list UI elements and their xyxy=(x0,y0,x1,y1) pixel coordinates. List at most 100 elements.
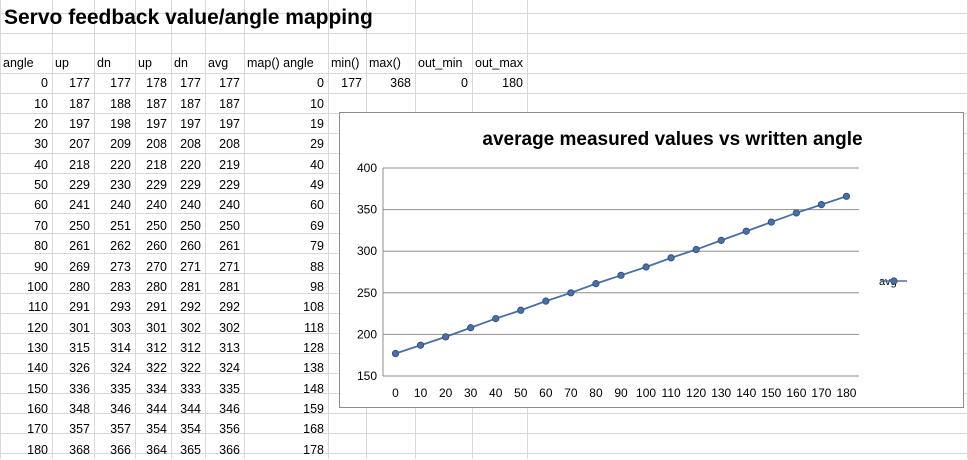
table-cell[interactable]: 40 xyxy=(34,157,48,172)
table-cell[interactable]: 324 xyxy=(110,361,131,376)
table-cell[interactable]: 368 xyxy=(69,442,90,457)
table-cell[interactable]: 312 xyxy=(146,340,167,355)
table-cell[interactable]: 229 xyxy=(69,178,90,193)
table-cell[interactable]: 250 xyxy=(180,218,201,233)
table-cell[interactable]: 322 xyxy=(180,361,201,376)
table-cell[interactable]: 208 xyxy=(146,137,167,152)
table-cell[interactable]: 356 xyxy=(219,422,240,437)
sheet-title[interactable]: Servo feedback value/angle mapping xyxy=(4,6,373,29)
table-cell[interactable]: 90 xyxy=(34,259,48,274)
table-cell[interactable]: 240 xyxy=(146,198,167,213)
table-cell[interactable]: 197 xyxy=(69,117,90,132)
table-cell[interactable]: 357 xyxy=(110,422,131,437)
parameter-cell-min[interactable]: 177 xyxy=(341,76,362,91)
table-cell[interactable]: 30 xyxy=(34,137,48,152)
table-cell[interactable]: 292 xyxy=(219,300,240,315)
table-cell[interactable]: 261 xyxy=(69,239,90,254)
table-cell[interactable]: 302 xyxy=(219,320,240,335)
table-cell[interactable]: 187 xyxy=(180,96,201,111)
table-cell[interactable]: 271 xyxy=(219,259,240,274)
table-cell[interactable]: 170 xyxy=(27,422,48,437)
table-cell[interactable]: 229 xyxy=(180,178,201,193)
table-cell[interactable]: 291 xyxy=(69,300,90,315)
table-cell[interactable]: 208 xyxy=(180,137,201,152)
table-cell[interactable]: 140 xyxy=(27,361,48,376)
table-cell[interactable]: 150 xyxy=(27,381,48,396)
table-cell[interactable]: 281 xyxy=(180,279,201,294)
table-cell[interactable]: 301 xyxy=(146,320,167,335)
table-cell[interactable]: 197 xyxy=(180,117,201,132)
table-cell[interactable]: 333 xyxy=(180,381,201,396)
column-header-cell[interactable]: dn xyxy=(97,56,111,70)
column-header-cell[interactable]: out_max xyxy=(475,56,523,70)
table-cell[interactable]: 260 xyxy=(146,239,167,254)
column-header-cell[interactable]: min() xyxy=(331,56,360,70)
table-cell[interactable]: 79 xyxy=(310,239,324,254)
column-header-cell[interactable]: angle xyxy=(3,56,34,70)
table-cell[interactable]: 336 xyxy=(69,381,90,396)
table-cell[interactable]: 240 xyxy=(110,198,131,213)
table-cell[interactable]: 283 xyxy=(110,279,131,294)
table-cell[interactable]: 315 xyxy=(69,340,90,355)
table-cell[interactable]: 69 xyxy=(310,218,324,233)
table-cell[interactable]: 118 xyxy=(304,320,324,335)
table-cell[interactable]: 366 xyxy=(110,442,131,457)
table-cell[interactable]: 250 xyxy=(146,218,167,233)
parameter-cell-out-max[interactable]: 180 xyxy=(502,76,523,91)
table-cell[interactable]: 313 xyxy=(219,340,240,355)
table-cell[interactable]: 88 xyxy=(310,259,324,274)
table-cell[interactable]: 40 xyxy=(310,157,324,172)
table-cell[interactable]: 49 xyxy=(310,178,324,193)
column-header-cell[interactable]: max() xyxy=(369,56,401,70)
table-cell[interactable]: 324 xyxy=(219,361,240,376)
table-cell[interactable]: 354 xyxy=(146,422,167,437)
table-cell[interactable]: 291 xyxy=(146,300,167,315)
table-cell[interactable]: 177 xyxy=(219,76,240,91)
table-cell[interactable]: 29 xyxy=(310,137,324,152)
table-cell[interactable]: 178 xyxy=(146,76,167,91)
column-header-cell[interactable]: up xyxy=(55,56,69,70)
table-cell[interactable]: 197 xyxy=(219,117,240,132)
parameter-cell-out-min[interactable]: 0 xyxy=(461,76,468,91)
table-cell[interactable]: 326 xyxy=(69,361,90,376)
column-header-cell[interactable]: map() angle xyxy=(247,56,314,70)
table-cell[interactable]: 354 xyxy=(180,422,201,437)
table-cell[interactable]: 208 xyxy=(219,137,240,152)
table-cell[interactable]: 293 xyxy=(110,300,131,315)
table-cell[interactable]: 261 xyxy=(219,239,240,254)
table-cell[interactable]: 178 xyxy=(303,442,324,457)
table-cell[interactable]: 187 xyxy=(219,96,240,111)
table-cell[interactable]: 218 xyxy=(146,157,167,172)
table-cell[interactable]: 262 xyxy=(110,239,131,254)
table-cell[interactable]: 273 xyxy=(110,259,131,274)
table-cell[interactable]: 110 xyxy=(28,300,48,315)
table-cell[interactable]: 229 xyxy=(146,178,167,193)
table-cell[interactable]: 187 xyxy=(69,96,90,111)
table-cell[interactable]: 138 xyxy=(303,361,324,376)
table-cell[interactable]: 250 xyxy=(219,218,240,233)
table-cell[interactable]: 168 xyxy=(303,422,324,437)
table-cell[interactable]: 240 xyxy=(180,198,201,213)
parameter-cell-max[interactable]: 368 xyxy=(390,76,411,91)
table-cell[interactable]: 218 xyxy=(69,157,90,172)
table-cell[interactable]: 335 xyxy=(219,381,240,396)
table-cell[interactable]: 160 xyxy=(27,401,48,416)
table-cell[interactable]: 60 xyxy=(310,198,324,213)
table-cell[interactable]: 50 xyxy=(34,178,48,193)
table-cell[interactable]: 100 xyxy=(27,279,48,294)
table-cell[interactable]: 312 xyxy=(180,340,201,355)
table-cell[interactable]: 357 xyxy=(69,422,90,437)
table-cell[interactable]: 120 xyxy=(27,320,48,335)
table-cell[interactable]: 148 xyxy=(303,381,324,396)
table-cell[interactable]: 301 xyxy=(69,320,90,335)
table-cell[interactable]: 60 xyxy=(34,198,48,213)
table-cell[interactable]: 240 xyxy=(219,198,240,213)
table-cell[interactable]: 251 xyxy=(110,218,131,233)
table-cell[interactable]: 209 xyxy=(110,137,131,152)
table-cell[interactable]: 180 xyxy=(27,442,48,457)
table-cell[interactable]: 0 xyxy=(317,76,324,91)
table-cell[interactable]: 177 xyxy=(69,76,90,91)
table-cell[interactable]: 70 xyxy=(34,218,48,233)
table-cell[interactable]: 80 xyxy=(34,239,48,254)
table-cell[interactable]: 10 xyxy=(310,96,324,111)
